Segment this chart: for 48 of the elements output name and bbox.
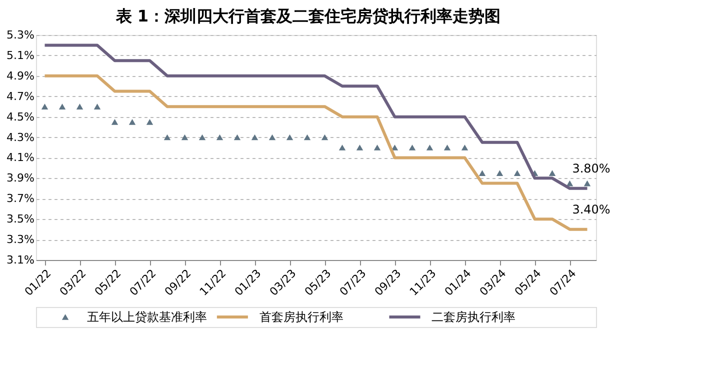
point bbox=[181, 134, 188, 140]
point bbox=[478, 170, 486, 176]
y-tick-label: 3.3% bbox=[6, 233, 34, 246]
point bbox=[146, 119, 154, 125]
legend-label: 二套房执行利率 bbox=[432, 310, 516, 324]
point bbox=[164, 134, 171, 140]
point bbox=[216, 134, 224, 140]
y-tick-label: 3.5% bbox=[6, 212, 34, 226]
point bbox=[426, 144, 434, 150]
y-tick-label: 4.1% bbox=[6, 151, 34, 164]
point bbox=[304, 134, 311, 140]
point bbox=[444, 144, 451, 150]
point bbox=[461, 144, 468, 150]
point bbox=[58, 104, 66, 110]
chart-title: 表 1：深圳四大行首套及二套住宅房贷执行利率走势图 bbox=[114, 6, 501, 26]
y-tick-label: 3.9% bbox=[6, 172, 34, 185]
point bbox=[514, 170, 521, 176]
point bbox=[76, 104, 84, 110]
point bbox=[128, 119, 136, 125]
point bbox=[374, 144, 381, 150]
legend-label: 首套房执行利率 bbox=[259, 310, 344, 324]
point bbox=[356, 144, 364, 150]
point bbox=[321, 134, 328, 140]
y-tick-label: 5.1% bbox=[6, 48, 34, 62]
point bbox=[286, 134, 294, 140]
point bbox=[496, 170, 504, 176]
point bbox=[548, 170, 556, 176]
y-tick-label: 5.3% bbox=[6, 28, 34, 42]
annotation: 3.80% bbox=[572, 161, 610, 176]
annotation: 3.40% bbox=[572, 202, 610, 216]
point bbox=[198, 134, 206, 140]
y-tick-label: 3.7% bbox=[6, 192, 34, 206]
y-tick-label: 4.5% bbox=[6, 110, 34, 124]
y-tick-label: 4.7% bbox=[6, 90, 34, 103]
point bbox=[41, 104, 48, 110]
point bbox=[251, 134, 258, 140]
point bbox=[584, 180, 591, 186]
point bbox=[408, 144, 416, 150]
legend-label: 五年以上贷款基准利率 bbox=[87, 310, 208, 324]
point bbox=[94, 104, 101, 110]
point bbox=[268, 134, 276, 140]
y-tick-label: 4.9% bbox=[6, 69, 34, 82]
point bbox=[338, 144, 346, 150]
y-tick-label: 4.3% bbox=[6, 130, 34, 144]
point bbox=[566, 180, 574, 186]
point bbox=[234, 134, 241, 140]
y-tick-label: 3.1% bbox=[6, 254, 34, 266]
point bbox=[111, 119, 118, 125]
